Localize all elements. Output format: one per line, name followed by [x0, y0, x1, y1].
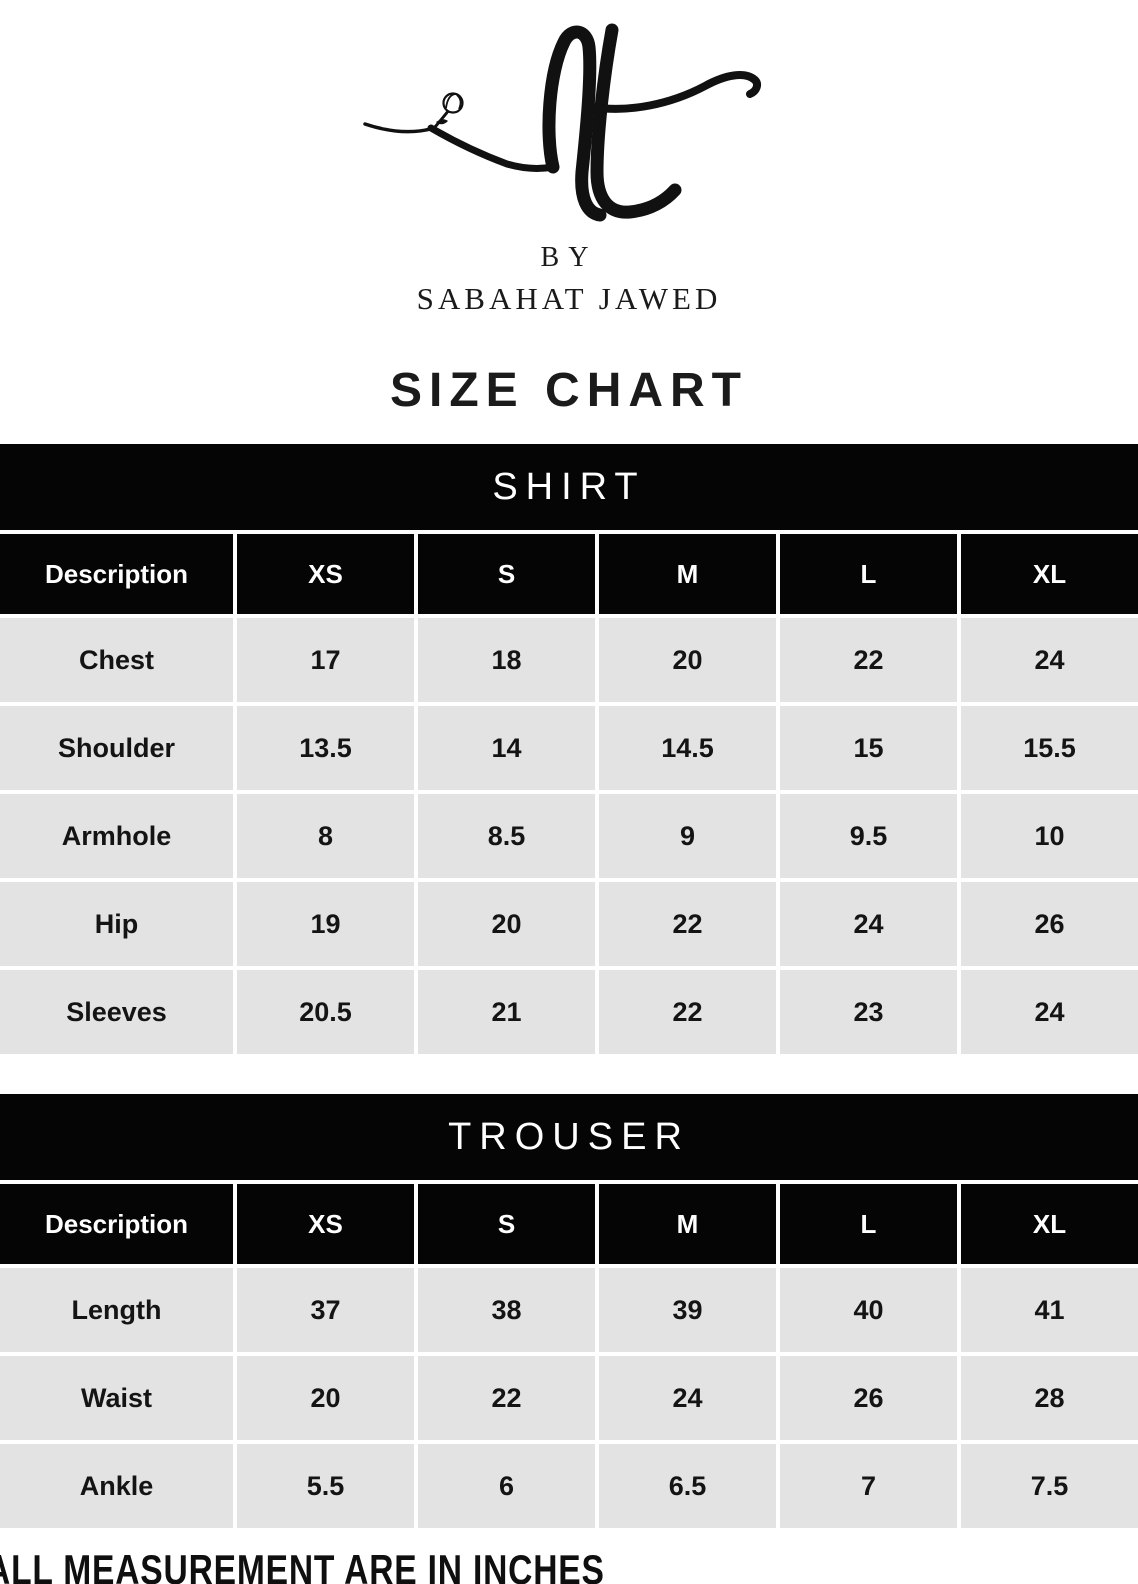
brand-logo-lt-icon: [363, 23, 762, 222]
size-value-cell: 14: [418, 706, 595, 790]
size-value-cell: 28: [961, 1356, 1138, 1440]
shirt-column-header-s: S: [418, 534, 595, 614]
trouser-column-header-m: M: [599, 1184, 776, 1264]
shirt-column-header-xs: XS: [237, 534, 414, 614]
size-value-cell: 39: [599, 1268, 776, 1352]
trouser-column-header-xl: XL: [961, 1184, 1138, 1264]
row-label-chest: Chest: [0, 618, 233, 702]
trouser-size-table: Description XS S M L XL Length 37 38 39 …: [0, 1184, 1138, 1528]
size-value-cell: 8: [237, 794, 414, 878]
size-value-cell: 37: [237, 1268, 414, 1352]
trouser-column-header-s: S: [418, 1184, 595, 1264]
row-label-hip: Hip: [0, 882, 233, 966]
size-value-cell: 23: [780, 970, 957, 1054]
trouser-column-header-xs: XS: [237, 1184, 414, 1264]
size-value-cell: 18: [418, 618, 595, 702]
page-title: SIZE CHART: [390, 364, 748, 417]
size-value-cell: 17: [237, 618, 414, 702]
trouser-column-header-description: Description: [0, 1184, 233, 1264]
trouser-section-header: TROUSER: [0, 1094, 1138, 1180]
size-value-cell: 38: [418, 1268, 595, 1352]
size-value-cell: 22: [418, 1356, 595, 1440]
size-value-cell: 7.5: [961, 1444, 1138, 1528]
row-label-shoulder: Shoulder: [0, 706, 233, 790]
row-label-armhole: Armhole: [0, 794, 233, 878]
shirt-size-table: Description XS S M L XL Chest 17 18 20 2…: [0, 534, 1138, 1054]
size-value-cell: 22: [780, 618, 957, 702]
row-label-ankle: Ankle: [0, 1444, 233, 1528]
shirt-column-header-description: Description: [0, 534, 233, 614]
shirt-section-header: SHIRT: [0, 444, 1138, 530]
row-label-length: Length: [0, 1268, 233, 1352]
size-value-cell: 8.5: [418, 794, 595, 878]
trouser-column-header-l: L: [780, 1184, 957, 1264]
size-value-cell: 20.5: [237, 970, 414, 1054]
shirt-column-header-xl: XL: [961, 534, 1138, 614]
size-value-cell: 22: [599, 970, 776, 1054]
size-value-cell: 9.5: [780, 794, 957, 878]
brand-name: SABAHAT JAWED: [416, 281, 722, 316]
size-value-cell: 6: [418, 1444, 595, 1528]
size-value-cell: 20: [599, 618, 776, 702]
size-value-cell: 20: [237, 1356, 414, 1440]
size-value-cell: 15: [780, 706, 957, 790]
row-label-sleeves: Sleeves: [0, 970, 233, 1054]
size-value-cell: 5.5: [237, 1444, 414, 1528]
shirt-column-header-m: M: [599, 534, 776, 614]
brand-byline: BY: [540, 242, 598, 273]
size-value-cell: 10: [961, 794, 1138, 878]
size-value-cell: 24: [599, 1356, 776, 1440]
size-value-cell: 21: [418, 970, 595, 1054]
size-value-cell: 9: [599, 794, 776, 878]
size-value-cell: 24: [961, 970, 1138, 1054]
size-value-cell: 26: [780, 1356, 957, 1440]
footer-note: ALL MEASUREMENT ARE IN INCHES: [0, 1546, 605, 1584]
size-value-cell: 13.5: [237, 706, 414, 790]
row-label-waist: Waist: [0, 1356, 233, 1440]
size-value-cell: 19: [237, 882, 414, 966]
size-value-cell: 7: [780, 1444, 957, 1528]
size-value-cell: 26: [961, 882, 1138, 966]
size-value-cell: 14.5: [599, 706, 776, 790]
size-value-cell: 41: [961, 1268, 1138, 1352]
size-value-cell: 6.5: [599, 1444, 776, 1528]
size-value-cell: 22: [599, 882, 776, 966]
size-value-cell: 15.5: [961, 706, 1138, 790]
size-value-cell: 20: [418, 882, 595, 966]
size-value-cell: 24: [961, 618, 1138, 702]
shirt-column-header-l: L: [780, 534, 957, 614]
size-value-cell: 40: [780, 1268, 957, 1352]
size-value-cell: 24: [780, 882, 957, 966]
